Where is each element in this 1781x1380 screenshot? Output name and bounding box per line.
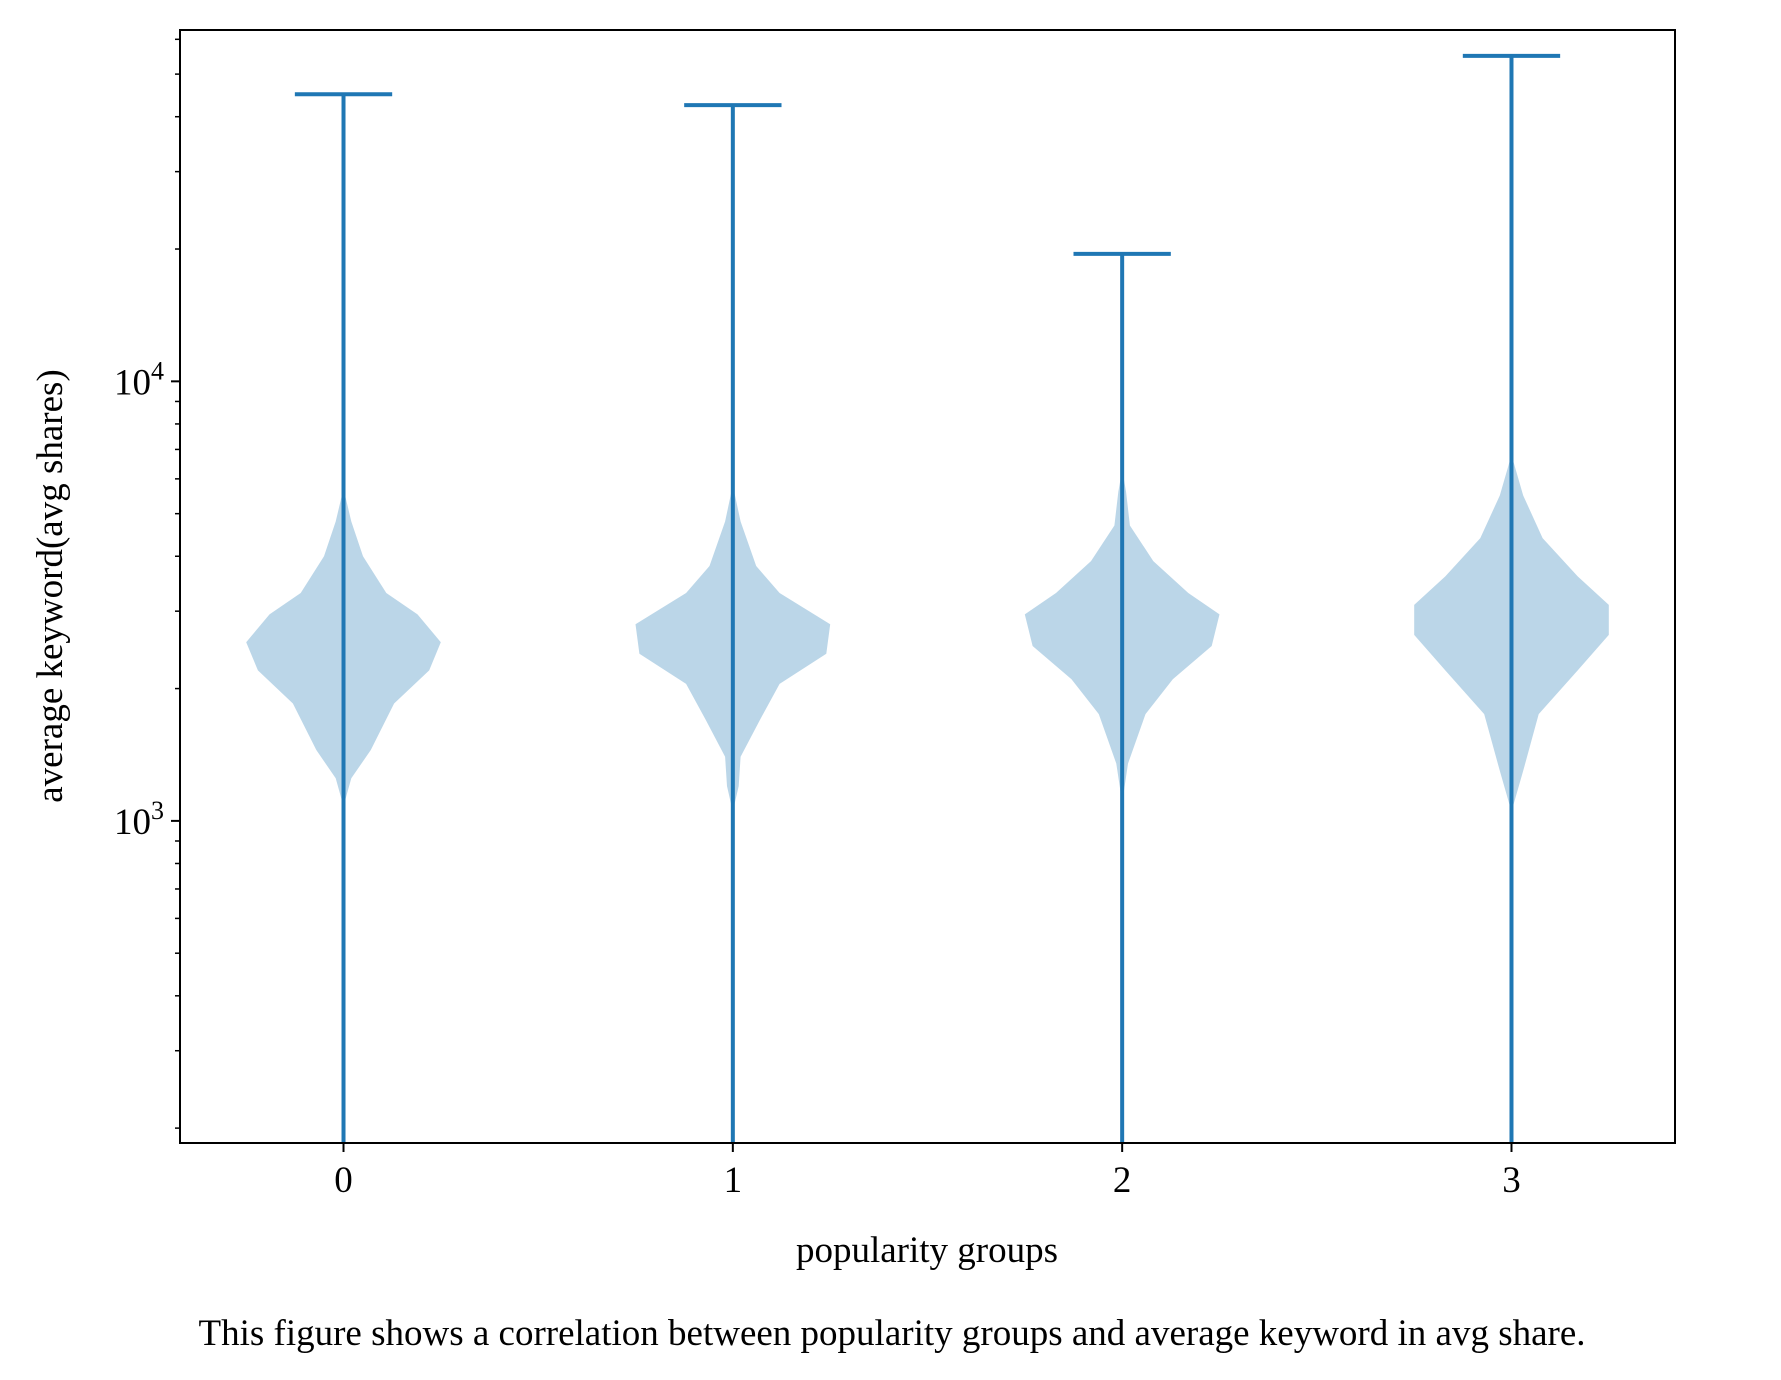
y-axis-label: average keyword(avg shares)	[30, 369, 71, 803]
y-axis-ticks: 103 104	[114, 356, 180, 843]
x-axis-label: popularity groups	[796, 1230, 1058, 1271]
x-axis-ticks: 0 1 2 3	[334, 1143, 1521, 1201]
violin-layer	[246, 53, 1609, 1143]
x-tick-label-1: 1	[724, 1160, 743, 1201]
x-tick-label-3: 3	[1502, 1160, 1521, 1201]
plot-frame	[179, 29, 1676, 1144]
y-tick-label-10^3: 103	[114, 796, 164, 843]
x-tick-label-2: 2	[1113, 1160, 1132, 1201]
y-tick-label-10^4: 104	[114, 356, 164, 403]
x-tick-label-0: 0	[334, 1160, 353, 1201]
figure-caption: This figure shows a correlation between …	[198, 1313, 1585, 1354]
